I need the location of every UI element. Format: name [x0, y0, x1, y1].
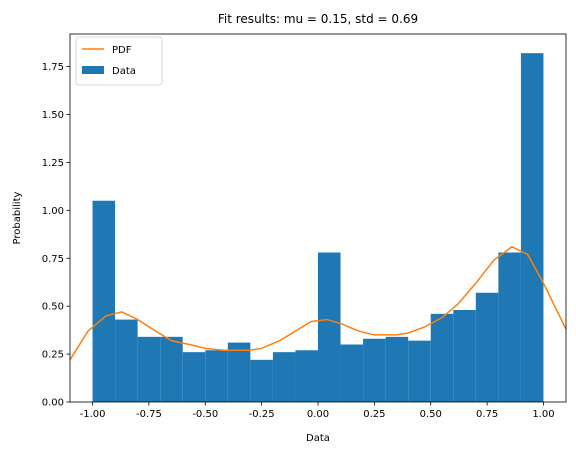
x-tick-label: 0.50 [420, 409, 442, 420]
histogram-bar [318, 252, 341, 402]
legend-data-swatch [82, 66, 104, 74]
chart-title: Fit results: mu = 0.15, std = 0.69 [218, 12, 418, 26]
x-tick-label: -1.00 [80, 409, 106, 420]
x-tick-label: 1.00 [532, 409, 554, 420]
histogram-bar [520, 53, 544, 403]
x-tick-label: -0.50 [192, 409, 218, 420]
y-tick-label: 0.25 [42, 350, 64, 361]
y-tick-label: 0.75 [42, 254, 64, 265]
x-axis-ticks: -1.00 -0.75 -0.50 -0.25 0.00 0.25 0.50 0.75 1.00 [80, 402, 555, 420]
histogram-bar [250, 359, 273, 402]
histogram-bar [408, 340, 431, 402]
histogram-bar [137, 336, 161, 402]
y-axis-label: Probability [12, 191, 23, 244]
histogram-bar [205, 350, 228, 402]
y-tick-label: 0.00 [42, 398, 64, 409]
histogram-bar [340, 344, 364, 402]
histogram-bar [272, 352, 296, 402]
x-axis-label: Data [306, 433, 330, 444]
histogram-bar [498, 252, 521, 402]
y-axis-ticks: 0.00 0.25 0.50 0.75 1.00 1.25 1.50 1.75 [42, 62, 70, 409]
histogram-bars [92, 53, 544, 403]
legend: PDF Data [75, 36, 163, 86]
pdf-line-group [69, 245, 567, 361]
histogram-bar [363, 338, 386, 402]
y-tick-label: 1.75 [42, 62, 64, 73]
histogram-bar [115, 319, 138, 402]
histogram-bar [430, 313, 454, 402]
histogram-bar [160, 336, 183, 402]
x-tick-label: 0.25 [363, 409, 385, 420]
histogram-bar [385, 336, 409, 402]
x-tick-label: -0.75 [136, 409, 162, 420]
x-tick-label: -0.25 [249, 409, 275, 420]
x-tick-label: 0.00 [307, 409, 329, 420]
legend-data-label: Data [112, 66, 136, 77]
histogram-bar [182, 352, 206, 402]
y-tick-label: 1.50 [42, 110, 64, 121]
legend-pdf-label: PDF [112, 45, 132, 56]
y-tick-label: 1.00 [42, 206, 64, 217]
pdf-line [69, 245, 567, 361]
histogram-bar [295, 350, 318, 402]
y-tick-label: 0.50 [42, 302, 64, 313]
histogram-bar [475, 292, 499, 402]
x-tick-label: 0.75 [476, 409, 498, 420]
histogram-bar [227, 342, 251, 402]
histogram-bar [92, 200, 116, 402]
y-tick-label: 1.25 [42, 158, 64, 169]
histogram-bar [453, 310, 476, 402]
